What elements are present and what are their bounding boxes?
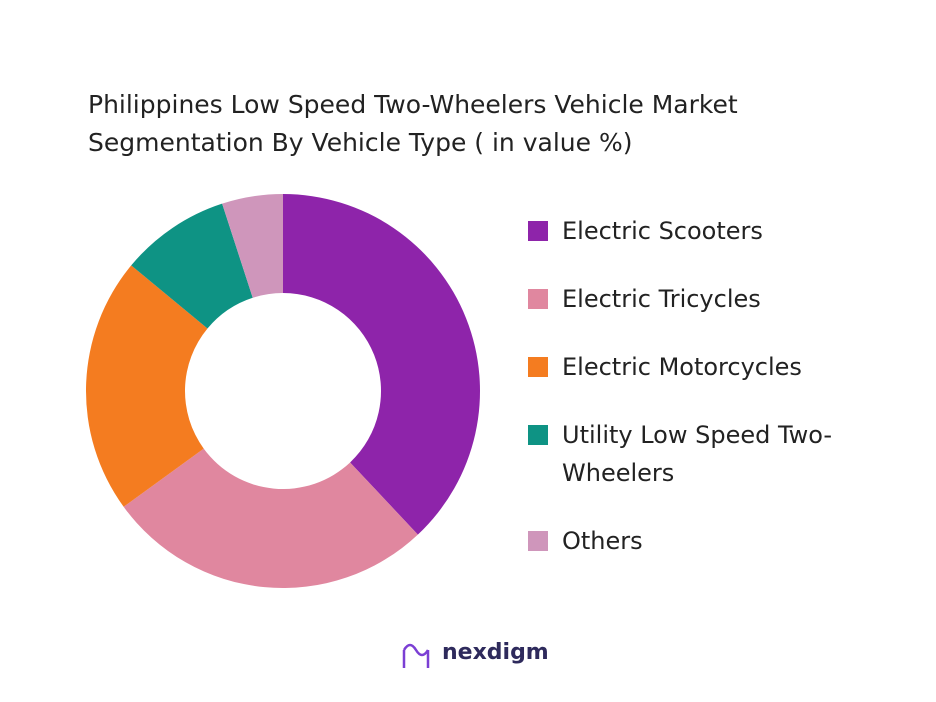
legend-item: Electric Tricycles [528, 280, 888, 318]
donut-slice [123, 448, 418, 588]
donut-slice [131, 203, 253, 329]
legend-swatch [528, 425, 548, 445]
legend-swatch [528, 221, 548, 241]
legend-swatch [528, 357, 548, 377]
legend-label: Electric Motorcycles [562, 353, 802, 381]
legend-label: Electric Scooters [562, 217, 763, 245]
legend-item: Electric Scooters [528, 212, 888, 250]
donut-slice [283, 194, 480, 535]
legend-item: Electric Motorcycles [528, 348, 888, 386]
legend-item: Others [528, 522, 888, 560]
legend-swatch [528, 289, 548, 309]
brand-name: nexdigm [442, 640, 549, 665]
legend: Electric Scooters Electric Tricycles Elect… [528, 212, 888, 590]
legend-swatch [528, 531, 548, 551]
donut-slice [222, 194, 283, 298]
legend-label: Utility Low Speed Two-Wheelers [562, 421, 833, 487]
legend-item: Utility Low Speed Two-Wheelers [528, 416, 888, 492]
legend-label: Others [562, 527, 643, 555]
brand-icon [402, 643, 430, 668]
legend-label: Electric Tricycles [562, 285, 761, 313]
chart-title: Philippines Low Speed Two-Wheelers Vehic… [88, 90, 738, 157]
donut-slice [85, 265, 208, 507]
